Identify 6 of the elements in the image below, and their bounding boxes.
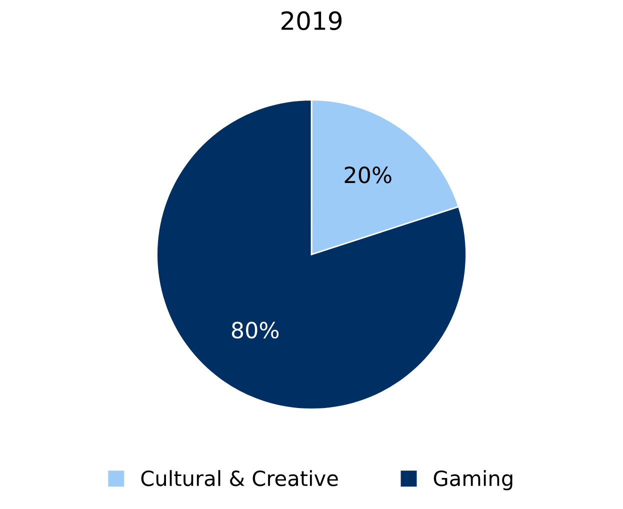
legend-label: Cultural & Creative xyxy=(141,470,338,486)
chart-title: 2019 xyxy=(282,11,342,30)
data-label: 80% xyxy=(232,322,279,339)
data-label: 20% xyxy=(344,166,392,184)
pie-slice xyxy=(156,99,467,410)
legend-label: Gaming xyxy=(434,470,512,490)
